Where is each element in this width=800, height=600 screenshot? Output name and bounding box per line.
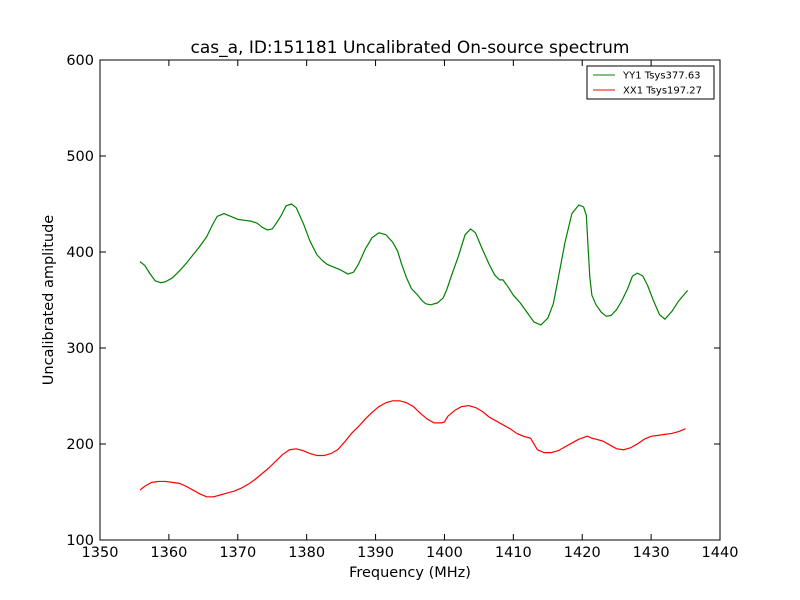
x-tick-label: 1410 xyxy=(495,545,532,561)
chart-title: cas_a, ID:151181 Uncalibrated On-source … xyxy=(190,38,629,58)
legend-label-yy1: YY1 Tsys377.63 xyxy=(622,71,701,82)
y-tick-label: 500 xyxy=(66,149,94,165)
x-tick-label: 1400 xyxy=(426,545,463,561)
legend-label-xx1: XX1 Tsys197.27 xyxy=(623,86,702,97)
y-tick-label: 600 xyxy=(66,53,94,69)
x-tick-label: 1420 xyxy=(564,545,601,561)
y-tick-label: 300 xyxy=(66,341,94,357)
y-tick-label: 100 xyxy=(66,533,94,549)
x-axis-title: Frequency (MHz) xyxy=(349,565,471,581)
y-tick-label: 200 xyxy=(66,437,94,453)
legend-frame xyxy=(586,65,715,100)
x-tick-label: 1360 xyxy=(150,545,187,561)
series-line-1 xyxy=(139,400,686,498)
series-layer xyxy=(139,203,689,498)
y-axis-title: Uncalibrated amplitude xyxy=(41,215,57,386)
series-line-0 xyxy=(139,203,689,326)
x-tick-label: 1350 xyxy=(82,545,119,561)
plot-frame xyxy=(99,59,721,541)
x-tick-label: 1430 xyxy=(633,545,670,561)
y-tick-label: 400 xyxy=(66,245,94,261)
x-tick-label: 1380 xyxy=(288,545,325,561)
x-tick-label: 1370 xyxy=(219,545,256,561)
ticks-layer: 1350 1360 1370 1380 1390 1400 1410 1420 1430 1440… xyxy=(66,53,738,561)
x-tick-label: 1440 xyxy=(702,545,739,561)
x-tick-label: 1390 xyxy=(357,545,394,561)
legend: YY1 Tsys377.63 XX1 Tsys197.27 xyxy=(586,65,715,100)
